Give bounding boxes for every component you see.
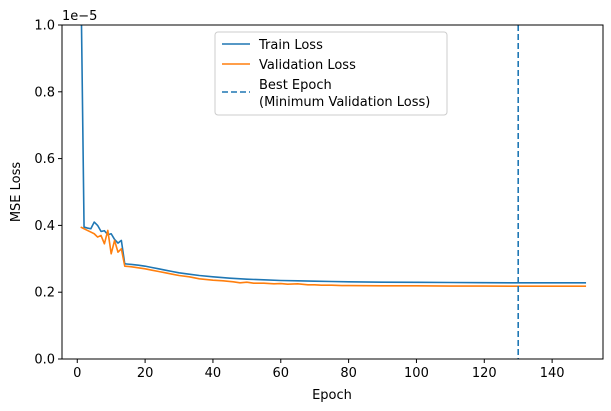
x-tick-label: 60 [273, 366, 290, 381]
legend-validation-loss-label: Validation Loss [259, 58, 356, 73]
x-tick-label: 20 [137, 366, 154, 381]
x-tick-label: 80 [340, 366, 357, 381]
legend-train-loss-label: Train Loss [258, 38, 323, 53]
x-tick-label: 40 [205, 366, 222, 381]
x-tick-label: 100 [404, 366, 429, 381]
y-tick-label: 0.2 [34, 286, 55, 301]
x-tick-label: 120 [472, 366, 497, 381]
x-axis-label: Epoch [312, 388, 352, 403]
x-tick-label: 0 [73, 366, 81, 381]
y-tick-label: 0.4 [34, 219, 55, 234]
y-axis-label: MSE Loss [9, 162, 24, 223]
y-axis-ticks: 0.0 0.2 0.4 0.6 0.8 1.0 [34, 19, 62, 368]
y-offset-text: 1e−5 [62, 9, 97, 24]
series-line-validation-loss [80, 226, 587, 287]
y-tick-label: 0.0 [34, 353, 55, 368]
y-tick-label: 0.6 [34, 152, 55, 167]
legend-best-epoch-label-line1: Best Epoch [259, 78, 332, 93]
legend-frame [214, 31, 448, 116]
legend-best-epoch-label-line2: (Minimum Validation Loss) [259, 95, 430, 110]
series-layer [80, 25, 587, 287]
x-tick-label: 140 [540, 366, 565, 381]
y-tick-label: 0.8 [34, 85, 55, 100]
legend: Train Loss Validation Loss Best Epoch (M… [214, 31, 448, 116]
y-tick-label: 1.0 [34, 19, 55, 34]
series-line-train-loss [80, 25, 587, 284]
plot-frame [61, 24, 604, 360]
x-axis-ticks: 0 20 40 60 80 100 120 140 [73, 359, 565, 381]
